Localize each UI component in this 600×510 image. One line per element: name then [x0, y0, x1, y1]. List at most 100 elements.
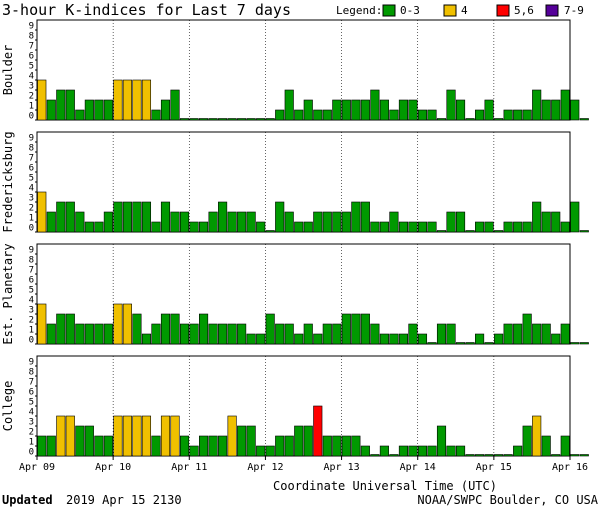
k-index-bar [56, 89, 66, 121]
k-index-bar [246, 333, 256, 345]
k-index-bar [246, 211, 256, 233]
k-index-bar [522, 221, 532, 233]
k-index-bar [532, 201, 542, 233]
k-index-bar [179, 323, 190, 345]
k-index-bar [332, 323, 342, 345]
k-index-bar [551, 333, 561, 345]
k-index-bar [541, 435, 551, 457]
k-index-bar [65, 415, 75, 457]
k-index-bar [75, 211, 85, 233]
y-tick-label: 1 [29, 438, 34, 448]
k-index-bar [370, 221, 380, 233]
k-index-bar [84, 425, 94, 457]
k-index-bar [322, 323, 332, 345]
k-index-bar [513, 323, 523, 345]
k-index-bar [160, 201, 171, 233]
k-index-bar [294, 333, 304, 345]
k-index-bar [84, 99, 94, 121]
k-index-bar [436, 230, 447, 233]
k-index-bar [151, 109, 161, 121]
y-tick-label: 2 [29, 428, 34, 438]
k-index-bar [475, 109, 485, 121]
k-index-bar [218, 323, 228, 345]
k-index-bar [446, 445, 456, 457]
k-index-bar [465, 118, 475, 121]
y-tick-label: 7 [29, 42, 34, 52]
y-tick-label: 6 [29, 52, 34, 62]
x-tick-label: Apr 12 [247, 462, 283, 473]
y-tick-label: 1 [29, 326, 34, 336]
k-index-bar [179, 118, 190, 121]
k-index-bar [579, 118, 589, 121]
x-tick-label: Apr 16 [552, 462, 588, 473]
y-tick-label: 3 [29, 418, 34, 428]
k-index-bar [284, 211, 294, 233]
k-index-bar [170, 313, 180, 345]
k-index-bar [455, 445, 466, 457]
y-tick-label: 9 [29, 22, 34, 32]
k-index-bar [122, 79, 132, 121]
k-index-bar [408, 99, 418, 121]
k-index-bar [341, 435, 351, 457]
k-index-bar [475, 221, 485, 233]
k-index-bar [360, 99, 370, 121]
k-index-bar [322, 211, 332, 233]
k-index-bar [370, 323, 380, 345]
k-index-bar [436, 118, 447, 121]
k-index-bar [408, 221, 418, 233]
k-index-bar [151, 435, 161, 457]
k-index-bar [189, 118, 199, 121]
k-index-bar [65, 313, 75, 345]
k-index-bar [417, 333, 428, 345]
legend-item-4: 4 [461, 4, 468, 17]
k-index-bar [484, 342, 494, 345]
k-index-bar [503, 109, 513, 121]
y-tick-label: 3 [29, 194, 34, 204]
k-index-bar [246, 425, 256, 457]
y-tick-label: 5 [29, 62, 34, 72]
k-index-bar [256, 118, 266, 121]
k-index-bar [379, 221, 389, 233]
k-index-bar [65, 201, 75, 233]
k-index-bar [484, 99, 494, 121]
k-index-bar [332, 211, 342, 233]
k-index-bar [389, 454, 399, 457]
k-index-bar [189, 323, 199, 345]
legend-item-7-9: 7-9 [564, 4, 584, 17]
k-index-bar [218, 201, 228, 233]
k-index-bar [94, 221, 104, 233]
y-tick-label: 9 [29, 358, 34, 368]
legend: Legend: 0-3 4 5,6 7-9 [336, 4, 584, 17]
k-index-bar [560, 221, 570, 233]
k-index-bar [341, 211, 351, 233]
k-index-bar [46, 99, 56, 121]
x-axis-label: Coordinate Universal Time (UTC) [273, 479, 497, 493]
k-index-bar [513, 221, 523, 233]
y-tick-label: 0 [29, 224, 34, 234]
k-index-bar [237, 425, 247, 457]
k-index-bar [265, 118, 275, 121]
legend-swatch-5-6 [496, 4, 510, 17]
k-index-bar [199, 313, 209, 345]
k-index-bar [113, 201, 123, 233]
k-index-bar [208, 118, 218, 121]
station-label: Fredericksburg [1, 131, 15, 232]
k-index-bar [103, 99, 113, 121]
k-index-bar [151, 323, 161, 345]
updated-value: 2019 Apr 15 2130 [66, 493, 182, 507]
k-index-bar [494, 454, 504, 457]
y-tick-label: 9 [29, 134, 34, 144]
k-index-bar [379, 99, 389, 121]
k-index-bar [332, 435, 342, 457]
y-tick-label: 0 [29, 336, 34, 346]
k-index-bar [132, 415, 142, 457]
k-index-bar [141, 415, 152, 457]
k-index-bar [570, 201, 580, 233]
k-index-bar [360, 445, 370, 457]
y-tick-label: 0 [29, 112, 34, 122]
x-tick-label: Apr 10 [95, 462, 131, 473]
k-index-bar [560, 435, 570, 457]
y-tick-label: 5 [29, 286, 34, 296]
